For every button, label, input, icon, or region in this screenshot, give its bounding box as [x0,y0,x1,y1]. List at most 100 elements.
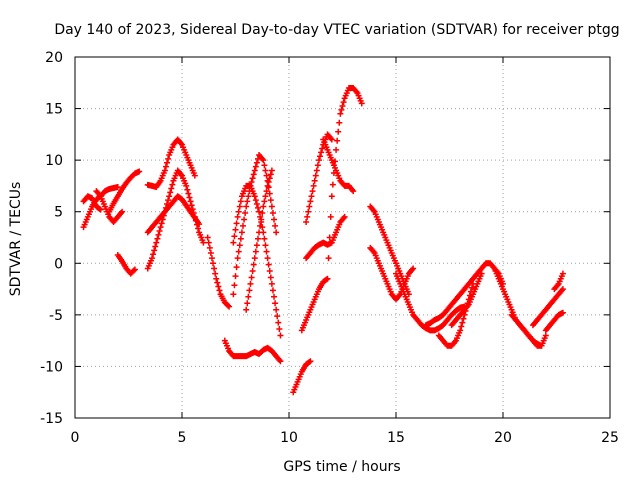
data-point [97,206,104,213]
y-tick-label: -5 [49,308,63,324]
y-tick-label: -10 [40,359,63,375]
data-point-interp [237,198,244,205]
data-point [273,306,280,313]
data-point [264,255,271,262]
series-arc-28 [542,309,566,334]
data-point [251,255,258,262]
x-axis-label: GPS time / hours [283,459,400,475]
data-point-interp [325,255,332,262]
y-tick-label: 5 [54,205,63,221]
data-point [131,266,138,273]
data-point-interp [261,235,268,242]
data-point-interp [323,276,330,283]
data-point-interp [96,205,103,212]
data-point-interp [205,239,212,246]
data-point-interp [253,242,260,249]
data-point-interp [185,190,192,197]
series-arc-19 [367,203,412,298]
data-point-interp [266,175,273,182]
data-point-interp [263,248,270,255]
data-point [226,303,233,310]
data-point-interp [189,206,196,213]
data-point-interp [468,284,475,291]
y-tick-label: 10 [45,153,63,169]
data-point-interp [305,208,312,215]
data-point-interp [254,204,261,211]
data-point-interp [232,273,239,280]
data-point [204,234,211,241]
data-point [478,270,485,277]
data-point [234,255,241,262]
data-point-interp [192,217,199,224]
data-point [559,286,566,293]
data-point-interp [271,293,278,300]
data-point-interp [327,213,334,220]
data-point-interp [151,247,158,254]
data-point-interp [274,313,281,320]
data-point-interp [312,172,319,179]
y-tick-label: 0 [54,256,63,272]
x-tick-label: 25 [601,430,619,446]
series-arc-6 [144,136,198,190]
series-arc-10 [230,151,280,298]
data-point [260,203,267,210]
y-tick-labels: -15 -10 -5 0 5 10 15 20 [40,50,63,427]
series-arc-15 [298,84,365,334]
data-point [542,332,549,339]
data-point-interp [231,233,238,240]
data-point [358,100,365,107]
data-point-interp [239,222,246,229]
data-point-interp [269,287,276,294]
chart-title: Day 140 of 2023, Sidereal Day-to-day VTE… [54,22,619,38]
x-tick-label: 15 [387,430,405,446]
data-point-interp [250,171,257,178]
data-point-interp [334,137,341,144]
data-point-interp [460,315,467,322]
data-point-interp [272,300,279,307]
data-point-interp [215,283,222,290]
data-point-interp [214,279,221,286]
data-point-interp [261,162,268,169]
data-point-interp [210,260,217,267]
data-point-interp [245,293,252,300]
data-point-interp [158,220,165,227]
data-point-interp [258,216,265,223]
data-point-interp [249,175,256,182]
x-tick-labels: 0 5 10 15 20 25 [71,430,619,446]
data-point-interp [306,203,313,210]
data-point-interp [265,179,272,186]
data-point-interp [156,228,163,235]
data-point [256,208,263,215]
data-point-interp [458,323,465,330]
data-point-interp [188,202,195,209]
data-point-interp [245,193,252,200]
data-point-interp [206,244,213,251]
x-tick-label: 0 [71,430,80,446]
data-point [277,332,284,339]
series-arc-22 [422,260,506,329]
data-point [337,110,344,117]
data-point-interp [267,171,274,178]
data-point-interp [317,153,324,160]
data-point-interp [269,210,276,217]
data-point [559,270,566,277]
data-point [268,280,275,287]
data-point-interp [186,194,193,201]
data-point-interp [155,231,162,238]
data-point-interp [231,282,238,289]
data-point-interp [165,155,172,162]
data-point [157,224,164,231]
y-tick-label: 20 [45,50,63,66]
data-point-interp [168,185,175,192]
data-point-interp [259,210,266,217]
data-point-interp [167,189,174,196]
data-point-interp [252,163,259,170]
data-point [307,358,314,365]
data-point-interp [152,243,159,250]
data-point-interp [253,159,260,166]
data-point [114,183,121,190]
data-point-interp [266,190,273,197]
data-point-interp [212,270,219,277]
